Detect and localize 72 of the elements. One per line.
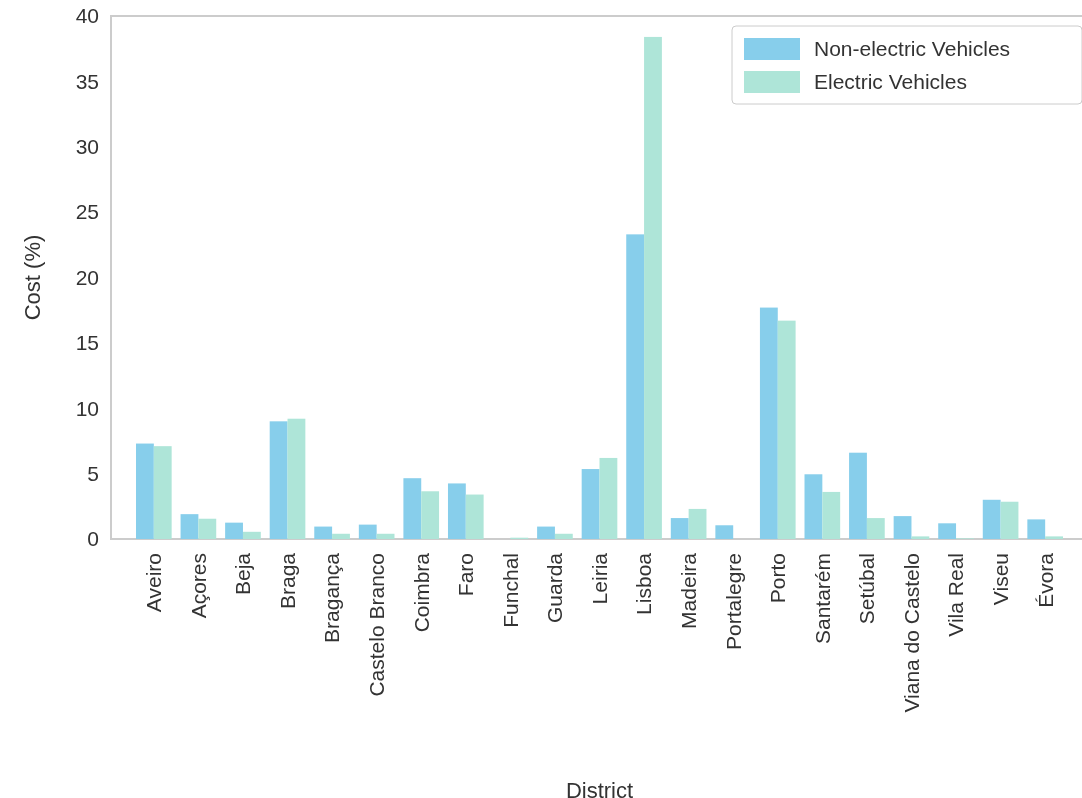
bar — [982, 499, 1001, 539]
bar — [822, 491, 841, 539]
y-tick-label: 5 — [87, 461, 99, 485]
bar — [242, 531, 261, 539]
bar — [893, 516, 912, 539]
bar — [715, 525, 734, 539]
bar — [599, 457, 618, 539]
x-tick-label: Setúbal — [855, 553, 879, 625]
bar — [376, 533, 395, 539]
bar — [1027, 519, 1046, 539]
y-tick-label: 25 — [75, 200, 99, 224]
legend-label: Non-electric Vehicles — [814, 37, 1011, 61]
y-tick-label: 0 — [87, 527, 99, 551]
y-tick-label: 30 — [75, 135, 99, 159]
bar — [465, 494, 484, 539]
bar — [403, 478, 422, 539]
x-axis-title: District — [565, 778, 634, 798]
bar — [866, 518, 885, 539]
x-tick-label: Madeira — [676, 552, 700, 629]
x-tick-label: Açores — [186, 553, 210, 619]
bar — [1000, 501, 1019, 539]
x-tick-label: Castelo Branco — [365, 553, 389, 697]
bar — [332, 533, 350, 539]
y-tick-label: 15 — [75, 331, 99, 355]
x-tick-label: Porto — [766, 553, 790, 604]
x-tick-label: Bragança — [320, 552, 344, 643]
bar — [849, 452, 867, 539]
x-tick-label: Beja — [231, 552, 255, 596]
x-tick-label: Braga — [275, 552, 299, 610]
bar — [358, 524, 377, 539]
bar — [911, 536, 930, 539]
bar — [1045, 536, 1063, 539]
x-tick-label: Leiria — [587, 552, 611, 605]
bar — [180, 514, 199, 539]
bar — [153, 446, 172, 539]
x-tick-label: Viana do Castelo — [899, 553, 923, 713]
bar — [688, 508, 707, 539]
x-tick-label: Santarém — [810, 553, 834, 645]
bar — [447, 483, 466, 539]
bar — [581, 469, 600, 539]
bar — [804, 474, 823, 539]
bar — [269, 421, 288, 539]
x-tick-label: Guarda — [543, 552, 567, 624]
bar — [644, 36, 662, 539]
bar — [938, 523, 957, 539]
bar — [198, 518, 217, 539]
x-tick-label: Lisboa — [632, 552, 656, 615]
y-axis-title: Cost (%) — [20, 234, 45, 321]
y-tick-label: 40 — [75, 4, 99, 28]
bar — [626, 234, 645, 539]
y-tick-label: 35 — [75, 69, 99, 93]
x-tick-label: Viseu — [988, 553, 1012, 606]
x-tick-label: Faro — [454, 553, 478, 597]
x-tick-label: Coimbra — [409, 552, 433, 633]
x-tick-label: Vila Real — [944, 553, 968, 637]
legend-label: Electric Vehicles — [814, 70, 967, 94]
x-tick-label: Évora — [1033, 552, 1057, 608]
bar — [314, 526, 333, 539]
y-tick-label: 10 — [75, 396, 99, 420]
bar — [225, 522, 243, 539]
bar — [136, 443, 154, 539]
bar — [537, 526, 555, 539]
bar — [421, 491, 440, 539]
y-tick-label: 20 — [75, 265, 99, 289]
bar — [287, 418, 306, 539]
bar — [670, 518, 689, 539]
x-tick-label: Aveiro — [142, 553, 166, 613]
bar — [759, 307, 778, 539]
bar — [554, 533, 573, 539]
x-tick-label: Portalegre — [721, 553, 745, 650]
bar — [777, 320, 796, 539]
x-tick-label: Funchal — [498, 553, 522, 628]
